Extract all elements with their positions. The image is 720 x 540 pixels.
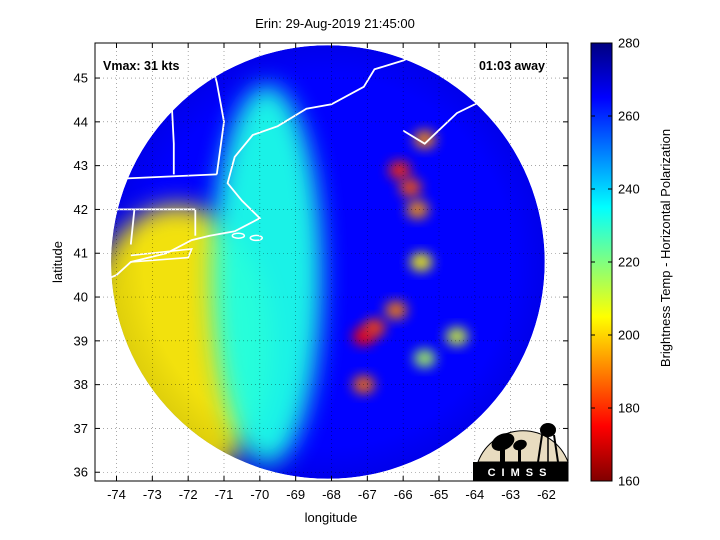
x-axis: -74 -73 -72 -71 -70 -69 -68 -67 -66 -65 -64 -63 -62 bbox=[107, 43, 556, 502]
time-offset-annotation: 01:03 away bbox=[479, 59, 545, 73]
y-tick-label: 39 bbox=[74, 333, 88, 348]
grid-lines bbox=[95, 43, 568, 481]
colorbar-label: Brightness Temp - Horizontal Polarizatio… bbox=[658, 129, 673, 367]
x-tick-label: -65 bbox=[430, 487, 449, 502]
nantucket-island bbox=[249, 234, 263, 242]
y-tick-label: 36 bbox=[74, 465, 88, 480]
y-tick-label: 43 bbox=[74, 158, 88, 173]
coastline-nova-scotia bbox=[402, 64, 568, 145]
x-tick-label: -67 bbox=[358, 487, 377, 502]
vmax-annotation: Vmax: 31 kts bbox=[103, 59, 179, 73]
y-tick-label: 41 bbox=[74, 246, 88, 261]
logo-water-tower-icon bbox=[537, 423, 559, 463]
state-border bbox=[205, 43, 225, 175]
logo-banner bbox=[473, 462, 568, 481]
y-axis: 36 37 38 39 40 41 42 43 44 45 bbox=[74, 71, 568, 480]
colorbar-tick-label: 200 bbox=[618, 328, 640, 343]
cimss-logo: CIMSS bbox=[473, 423, 569, 481]
x-tick-label: -66 bbox=[394, 487, 413, 502]
state-border bbox=[129, 209, 136, 245]
logo-text: CIMSS bbox=[488, 467, 553, 479]
x-tick-label: -71 bbox=[215, 487, 234, 502]
coastline-long-island bbox=[130, 247, 193, 263]
swath-edge-shade bbox=[111, 45, 545, 479]
y-tick-label: 40 bbox=[74, 290, 88, 305]
colorbar-axis: 160 180 200 220 240 260 280 bbox=[591, 36, 640, 489]
coastline-us bbox=[95, 43, 440, 285]
x-axis-label: longitude bbox=[305, 510, 358, 525]
y-tick-label: 37 bbox=[74, 421, 88, 436]
x-tick-label: -73 bbox=[143, 487, 162, 502]
colorbar-tick-label: 160 bbox=[618, 474, 640, 489]
y-tick-label: 45 bbox=[74, 71, 88, 86]
y-tick-label: 42 bbox=[74, 202, 88, 217]
state-border bbox=[116, 173, 217, 180]
colorbar-tick-label: 280 bbox=[618, 36, 640, 51]
x-tick-label: -74 bbox=[107, 487, 126, 502]
marthas-vineyard-island bbox=[231, 232, 246, 239]
x-tick-label: -68 bbox=[322, 487, 341, 502]
x-tick-label: -69 bbox=[286, 487, 305, 502]
x-tick-label: -63 bbox=[501, 487, 520, 502]
y-axis-label: latitude bbox=[50, 241, 65, 283]
x-tick-label: -64 bbox=[465, 487, 484, 502]
colorbar-tick-label: 220 bbox=[618, 255, 640, 270]
logo-dish-icon bbox=[491, 433, 527, 462]
y-tick-label: 38 bbox=[74, 377, 88, 392]
x-tick-label: -70 bbox=[250, 487, 269, 502]
x-tick-label: -62 bbox=[537, 487, 556, 502]
y-tick-label: 44 bbox=[74, 114, 88, 129]
state-border bbox=[169, 73, 175, 175]
colorbar-tick-label: 260 bbox=[618, 109, 640, 124]
colorbar-tick-label: 240 bbox=[618, 182, 640, 197]
chart-title: Erin: 29-Aug-2019 21:45:00 bbox=[255, 16, 415, 31]
colorbar-tick-label: 180 bbox=[618, 401, 640, 416]
x-tick-label: -72 bbox=[179, 487, 198, 502]
